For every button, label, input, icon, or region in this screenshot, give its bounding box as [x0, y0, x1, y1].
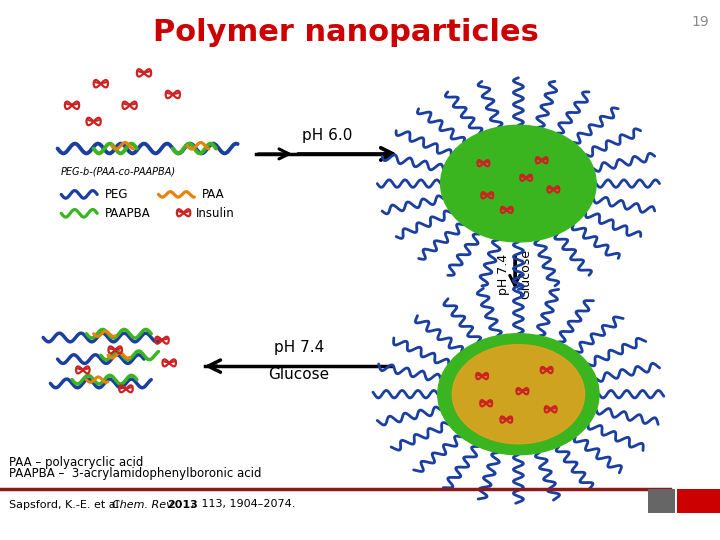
Text: 2013: 2013: [167, 500, 198, 510]
Text: PAAPBA –  3-acrylamidophenylboronic acid: PAAPBA – 3-acrylamidophenylboronic acid: [9, 467, 261, 480]
Circle shape: [438, 334, 599, 455]
Text: pH 7.4: pH 7.4: [274, 340, 324, 355]
Circle shape: [441, 125, 596, 242]
Text: Glucose: Glucose: [269, 367, 329, 382]
Text: PAAPBA: PAAPBA: [104, 207, 150, 220]
Text: Glucose: Glucose: [519, 249, 532, 299]
Text: Polymer nanoparticles: Polymer nanoparticles: [153, 18, 539, 47]
Text: PAA: PAA: [202, 188, 224, 201]
Text: pH 7.4: pH 7.4: [498, 254, 510, 295]
Text: PEG: PEG: [104, 188, 128, 201]
Text: Insulin: Insulin: [196, 207, 235, 220]
Bar: [677, 489, 720, 513]
Text: PEG-b-(PAA-co-PAAPBA): PEG-b-(PAA-co-PAAPBA): [61, 166, 176, 177]
Circle shape: [452, 345, 585, 444]
Text: pH 6.0: pH 6.0: [302, 128, 353, 143]
Text: Chem. Rev.: Chem. Rev.: [112, 500, 175, 510]
Text: Sapsford, K.-E. et al.: Sapsford, K.-E. et al.: [9, 500, 125, 510]
Bar: [648, 489, 675, 513]
Text: ,  113, 1904–2074.: , 113, 1904–2074.: [191, 500, 295, 510]
Text: PAA – polyacryclic acid: PAA – polyacryclic acid: [9, 456, 143, 469]
Text: 19: 19: [691, 15, 709, 29]
